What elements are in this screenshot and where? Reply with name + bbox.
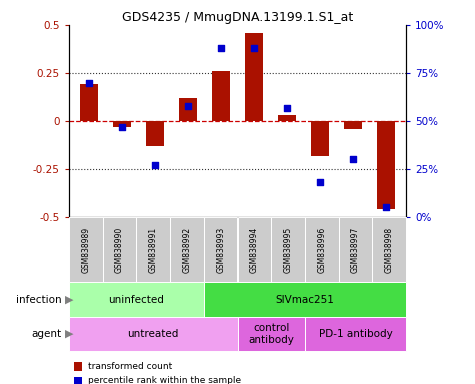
Text: GSM838992: GSM838992 <box>182 227 191 273</box>
Text: transformed count: transformed count <box>88 362 172 371</box>
Bar <box>377 121 395 209</box>
Text: GSM838995: GSM838995 <box>284 227 293 273</box>
Point <box>250 45 258 51</box>
Text: uninfected: uninfected <box>108 295 164 305</box>
Point <box>85 79 93 86</box>
Text: GSM838996: GSM838996 <box>317 227 326 273</box>
Point <box>217 45 225 51</box>
Bar <box>80 84 98 121</box>
Point <box>283 104 291 111</box>
Text: GSM838991: GSM838991 <box>149 227 158 273</box>
Point <box>151 162 159 168</box>
Text: untreated: untreated <box>127 329 179 339</box>
Text: GSM838994: GSM838994 <box>250 227 259 273</box>
Bar <box>311 121 329 156</box>
Point <box>382 204 390 210</box>
Bar <box>245 33 263 121</box>
Bar <box>278 115 296 121</box>
Text: ▶: ▶ <box>65 329 74 339</box>
Text: SIVmac251: SIVmac251 <box>276 295 334 305</box>
Title: GDS4235 / MmugDNA.13199.1.S1_at: GDS4235 / MmugDNA.13199.1.S1_at <box>122 11 353 24</box>
Text: GSM838993: GSM838993 <box>216 227 225 273</box>
Point <box>184 103 192 109</box>
Point <box>316 179 324 185</box>
Text: ▶: ▶ <box>65 295 74 305</box>
Bar <box>179 98 197 121</box>
Text: infection: infection <box>16 295 62 305</box>
Bar <box>146 121 164 146</box>
Text: GSM838997: GSM838997 <box>351 227 360 273</box>
Text: control
antibody: control antibody <box>248 323 294 345</box>
Text: percentile rank within the sample: percentile rank within the sample <box>88 376 241 384</box>
Point <box>118 124 125 130</box>
Text: GSM838989: GSM838989 <box>81 227 90 273</box>
Text: agent: agent <box>32 329 62 339</box>
Bar <box>113 121 131 127</box>
Bar <box>212 71 230 121</box>
Text: PD-1 antibody: PD-1 antibody <box>319 329 392 339</box>
Text: GSM838990: GSM838990 <box>115 227 124 273</box>
Bar <box>344 121 362 129</box>
Text: GSM838998: GSM838998 <box>385 227 394 273</box>
Point <box>350 156 357 162</box>
